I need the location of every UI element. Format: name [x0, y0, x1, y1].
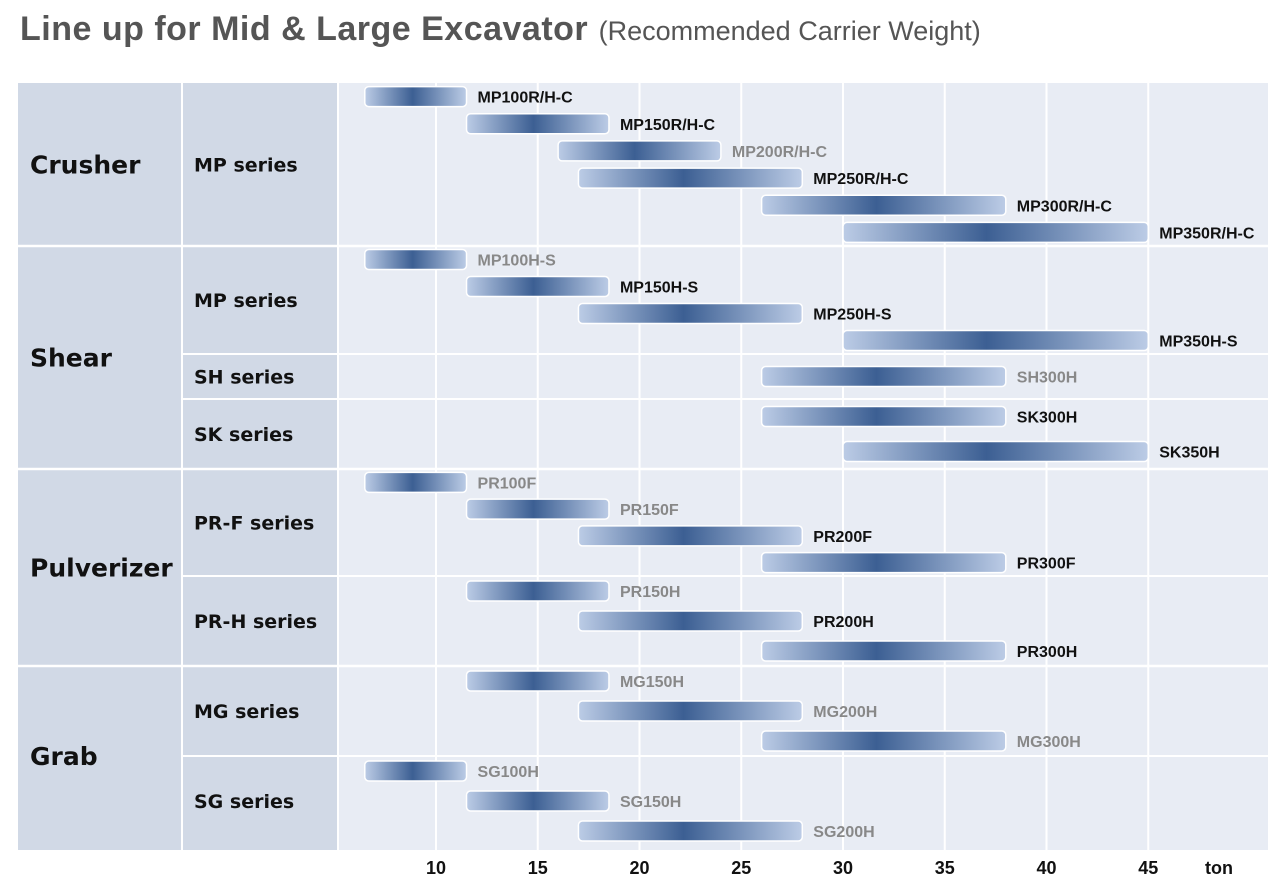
series-label: MG series — [194, 701, 299, 723]
category-label: Shear — [30, 344, 113, 373]
range-bar — [465, 113, 610, 135]
series-label: MP series — [194, 290, 298, 312]
bar-label: MP350R/H-C — [1159, 225, 1255, 242]
range-bar — [760, 194, 1007, 216]
bar-label: MP150H-S — [620, 280, 699, 297]
range-bar — [364, 760, 468, 782]
bar-label: SK350H — [1159, 445, 1219, 462]
category-label: Crusher — [30, 151, 141, 180]
range-bar — [760, 405, 1007, 428]
bar-label: PR200F — [813, 529, 872, 546]
range-bar — [842, 221, 1149, 244]
bar-label: PR150H — [620, 584, 680, 601]
bar-label: MP350H-S — [1159, 334, 1238, 351]
x-tick-label: 15 — [528, 858, 548, 878]
range-bar — [577, 610, 804, 632]
bar-label: MP250H-S — [813, 307, 892, 324]
category-label: Grab — [30, 742, 98, 771]
range-bar — [557, 140, 722, 162]
bar-label: MP200R/H-C — [732, 144, 828, 161]
series-label: PR-F series — [194, 513, 314, 535]
series-label: PR-H series — [194, 611, 317, 633]
bar-label: PR200H — [813, 614, 873, 631]
range-bar — [465, 580, 610, 602]
bar-label: PR300H — [1017, 644, 1077, 661]
chart-subtitle: (Recommended Carrier Weight) — [598, 16, 981, 46]
range-bar — [842, 329, 1149, 352]
range-bar — [364, 85, 468, 108]
range-bar — [760, 365, 1007, 388]
range-bar — [577, 525, 804, 547]
bar-label: MG300H — [1017, 734, 1081, 751]
series-label: SK series — [194, 424, 293, 446]
chart-title-block: Line up for Mid & Large Excavator (Recom… — [20, 10, 981, 49]
range-bar — [577, 820, 804, 842]
bar-label: MP300R/H-C — [1017, 198, 1113, 215]
range-bar — [842, 440, 1149, 463]
bar-label: SG200H — [813, 824, 874, 841]
category-label: Pulverizer — [30, 554, 173, 583]
bar-label: MP150R/H-C — [620, 117, 716, 134]
bar-label: MP250R/H-C — [813, 171, 909, 188]
range-bar — [465, 790, 610, 812]
range-bar — [577, 302, 804, 325]
bar-label: SG100H — [478, 764, 539, 781]
bar-label: PR100F — [478, 475, 537, 492]
x-tick-label: 45 — [1138, 858, 1158, 878]
x-tick-label: 40 — [1036, 858, 1056, 878]
label-column-bg — [18, 83, 338, 850]
x-axis-unit: ton — [1205, 858, 1233, 878]
range-bar — [364, 471, 468, 494]
range-bar — [760, 551, 1007, 574]
range-bar — [465, 275, 610, 298]
x-tick-label: 30 — [833, 858, 853, 878]
bar-label: SG150H — [620, 794, 681, 811]
series-label: SH series — [194, 367, 294, 389]
range-bar — [577, 700, 804, 722]
bar-label: PR150F — [620, 502, 679, 519]
bar-label: SK300H — [1017, 410, 1077, 427]
x-tick-label: 25 — [731, 858, 751, 878]
bar-label: PR300F — [1017, 556, 1076, 573]
bar-label: MP100H-S — [478, 253, 557, 270]
series-label: SG series — [194, 791, 294, 813]
x-tick-label: 35 — [935, 858, 955, 878]
range-bar — [465, 498, 610, 520]
x-tick-label: 10 — [426, 858, 446, 878]
range-bar — [577, 167, 804, 189]
x-tick-label: 20 — [629, 858, 649, 878]
bar-label: MP100R/H-C — [478, 90, 574, 107]
range-bar — [760, 730, 1007, 752]
bar-label: MG200H — [813, 704, 877, 721]
bar-label: SH300H — [1017, 370, 1077, 387]
range-bar — [364, 248, 468, 271]
range-bar — [465, 670, 610, 692]
bar-label: MG150H — [620, 674, 684, 691]
range-bar — [760, 640, 1007, 662]
series-label: MP series — [194, 155, 298, 177]
chart-title: Line up for Mid & Large Excavator — [20, 10, 589, 48]
